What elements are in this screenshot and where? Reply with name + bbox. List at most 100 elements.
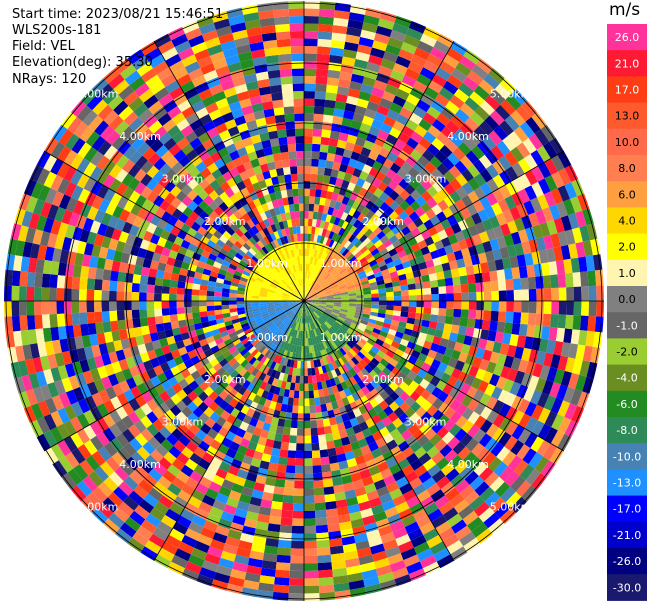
- velocity-gate: [341, 258, 349, 266]
- velocity-gate: [222, 283, 231, 290]
- velocity-gate: [307, 315, 310, 323]
- velocity-gate: [426, 173, 438, 186]
- velocity-gate: [324, 395, 332, 404]
- velocity-gate: [296, 360, 301, 369]
- velocity-gate: [298, 330, 301, 339]
- velocity-gate: [315, 336, 321, 344]
- velocity-gate: [463, 335, 473, 346]
- velocity-gate: [496, 140, 511, 156]
- velocity-gate: [311, 303, 319, 307]
- velocity-gate: [130, 203, 142, 216]
- velocity-gate: [407, 61, 424, 74]
- velocity-gate: [250, 457, 262, 468]
- velocity-gate: [247, 441, 258, 451]
- velocity-gate: [290, 282, 296, 289]
- velocity-gate: [480, 406, 493, 420]
- velocity-gate: [293, 272, 297, 280]
- velocity-gate: [290, 249, 295, 258]
- velocity-gate: [378, 400, 389, 411]
- velocity-gate: [177, 281, 186, 289]
- velocity-gate: [314, 328, 320, 336]
- velocity-gate: [246, 472, 258, 483]
- velocity-gate: [511, 192, 524, 207]
- azimuth-spokes: [4, 1, 604, 601]
- velocity-gate: [373, 111, 387, 123]
- velocity-gate: [375, 437, 387, 448]
- velocity-gate: [231, 318, 240, 325]
- velocity-gate: [314, 226, 320, 235]
- velocity-gate: [72, 200, 85, 215]
- velocity-gate: [187, 412, 199, 424]
- velocity-gate: [248, 248, 257, 256]
- velocity-gate: [550, 233, 561, 248]
- velocity-gate: [511, 410, 525, 425]
- velocity-gate: [334, 101, 347, 111]
- velocity-gate: [414, 446, 427, 459]
- velocity-gate: [149, 332, 160, 342]
- velocity-gate: [307, 338, 311, 346]
- velocity-gate: [294, 314, 299, 322]
- velocity-gate: [311, 297, 319, 300]
- velocity-gate: [378, 147, 391, 159]
- velocity-gate: [380, 122, 393, 134]
- velocity-gate: [338, 390, 347, 399]
- velocity-gate: [211, 168, 223, 180]
- velocity-gate: [176, 423, 189, 435]
- velocity-gate: [296, 322, 300, 331]
- velocity-gate: [94, 290, 102, 301]
- velocity-gate: [201, 494, 216, 507]
- velocity-gate: [475, 368, 486, 381]
- velocity-gate: [253, 284, 262, 290]
- velocity-gate: [147, 349, 157, 361]
- velocity-gate: [416, 301, 424, 308]
- velocity-gate: [413, 541, 430, 555]
- velocity-gate: [116, 301, 125, 311]
- velocity-gate: [304, 488, 315, 496]
- velocity-gate: [409, 112, 423, 125]
- velocity-gate: [221, 334, 231, 342]
- velocity-gate: [317, 290, 325, 295]
- velocity-gate: [184, 301, 192, 308]
- velocity-gate: [224, 275, 233, 282]
- velocity-gate: [325, 290, 333, 294]
- velocity-gate: [468, 283, 477, 293]
- velocity-gate: [395, 501, 410, 514]
- velocity-gate: [70, 169, 84, 186]
- velocity-gate: [83, 177, 97, 192]
- velocity-gate: [261, 203, 270, 212]
- velocity-gate: [414, 124, 428, 138]
- velocity-gate: [517, 158, 532, 174]
- velocity-gate: [265, 331, 273, 339]
- velocity-gate: [308, 307, 313, 314]
- velocity-gate: [131, 136, 145, 151]
- velocity-gate: [299, 315, 302, 324]
- velocity-gate: [395, 331, 404, 339]
- velocity-gate: [199, 255, 209, 264]
- velocity-gate: [326, 255, 333, 264]
- velocity-gate: [242, 370, 252, 380]
- velocity-gate: [404, 194, 416, 206]
- velocity-gate: [146, 301, 155, 310]
- velocity-gate: [275, 290, 283, 294]
- velocity-gate: [140, 160, 154, 174]
- velocity-gate: [113, 486, 129, 502]
- velocity-gate: [335, 263, 343, 271]
- velocity-gate: [273, 107, 285, 116]
- velocity-gate: [269, 311, 277, 317]
- velocity-gate: [262, 552, 278, 563]
- velocity-gate: [188, 554, 205, 568]
- velocity-gate: [173, 236, 184, 247]
- velocity-gate: [480, 419, 493, 434]
- velocity-gate: [295, 307, 300, 314]
- velocity-gate: [444, 315, 454, 325]
- velocity-gate: [509, 255, 519, 269]
- velocity-gate: [146, 411, 159, 424]
- velocity-gate: [306, 345, 310, 354]
- velocity-gate: [276, 238, 283, 247]
- velocity-gate: [239, 438, 251, 448]
- velocity-gate: [496, 236, 507, 249]
- colorbar-swatch: [607, 338, 647, 366]
- velocity-gate: [368, 150, 379, 161]
- velocity-gate: [384, 313, 393, 320]
- velocity-gate: [367, 232, 377, 241]
